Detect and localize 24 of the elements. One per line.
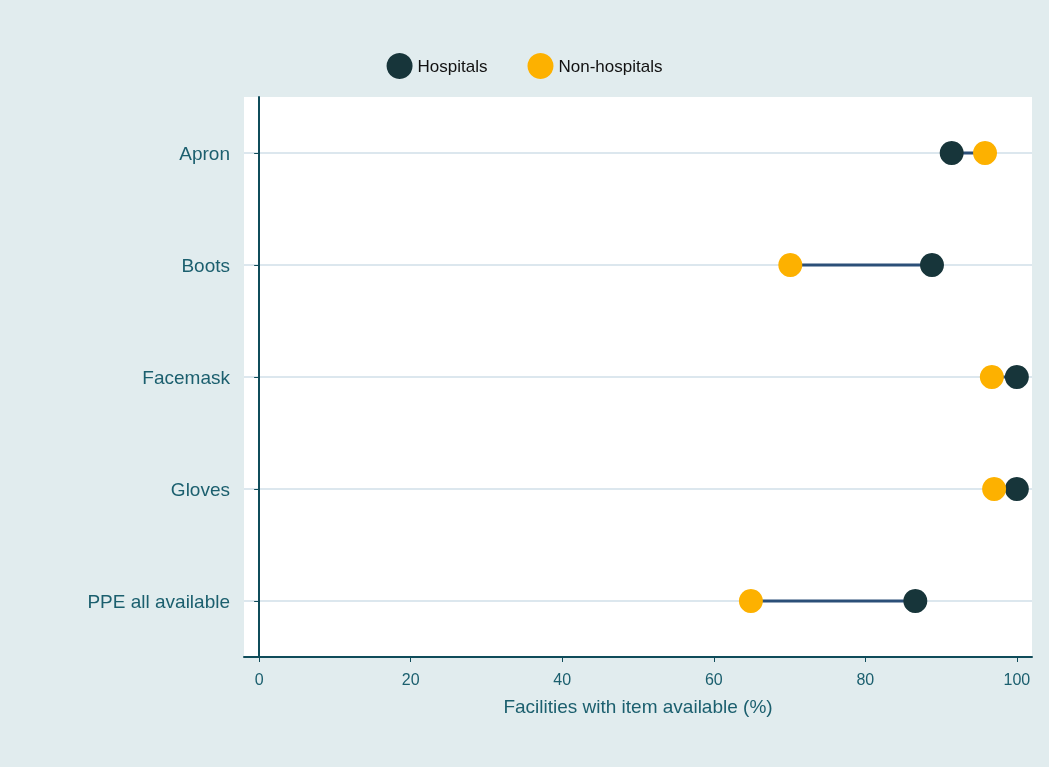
x-tick-label: 20 <box>401 670 420 688</box>
point <box>939 141 964 165</box>
y-tick-label: Boots <box>181 254 230 276</box>
point <box>778 253 803 277</box>
x-tick-label: 40 <box>553 670 572 688</box>
point <box>1004 365 1029 389</box>
y-tick-label: Facemask <box>142 366 231 388</box>
x-tick-label: 60 <box>704 670 723 688</box>
x-tick-label: 80 <box>856 670 875 688</box>
point <box>1004 477 1029 501</box>
point <box>982 477 1007 501</box>
point <box>920 253 944 277</box>
x-axis-title: Facilities with item available (%) <box>503 696 773 717</box>
point <box>979 365 1004 389</box>
y-tick-label: PPE all available <box>87 590 230 612</box>
legend-label: Hospitals <box>417 56 488 76</box>
point <box>903 589 928 613</box>
x-tick-label: 100 <box>1003 670 1031 688</box>
x-tick-label: 0 <box>254 670 264 688</box>
legend-label: Non-hospitals <box>558 56 663 76</box>
point <box>973 141 998 165</box>
y-tick-label: Apron <box>179 142 230 164</box>
point <box>738 589 763 613</box>
y-tick-label: Gloves <box>170 478 230 500</box>
